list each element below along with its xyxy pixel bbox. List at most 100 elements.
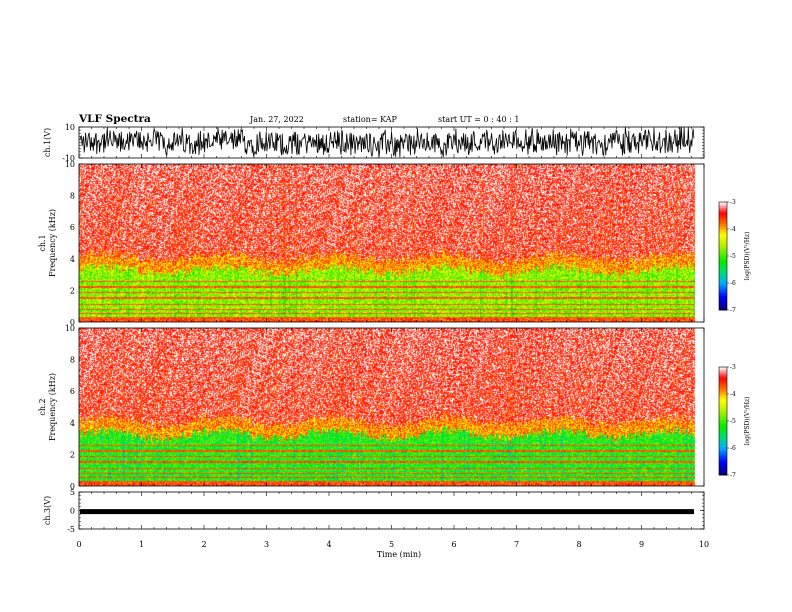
ch2-colorbar-swatch xyxy=(719,406,727,409)
ch1-spec-image xyxy=(79,164,704,322)
ch2-colorbar-swatch xyxy=(719,462,727,465)
ch2-colorbar-swatch xyxy=(719,426,727,429)
x-tick-label: 2 xyxy=(201,540,206,549)
ch1-waveform-line xyxy=(79,126,695,158)
ch2-colorbar-swatch xyxy=(719,415,727,418)
ch2-colorbar-swatch xyxy=(719,448,727,451)
ch2-colorbar-swatch xyxy=(719,428,727,431)
ch2-colorbar: -3 -4 -5 -6 -7 log(PSD)(V²/Hz) xyxy=(718,364,751,479)
ch1-colorbar-swatch xyxy=(719,203,727,207)
ch2-spec-ytick-label: 4 xyxy=(70,419,75,428)
ch1-colorbar-swatch xyxy=(719,248,727,252)
ch2-colorbar-tick-label: -3 xyxy=(730,364,736,371)
ch1-colorbar-swatch xyxy=(719,275,727,279)
ch1-colorbar-swatch xyxy=(719,220,727,223)
ch1-colorbar: -3 -4 -5 -6 -7 log(PSD)(V²/Hz) xyxy=(718,199,751,314)
ch1-colorbar-swatch xyxy=(719,292,727,295)
ch2-colorbar-swatch xyxy=(719,471,727,474)
ch1-colorbar-label: log(PSD)(V²/Hz) xyxy=(744,232,751,281)
ch2-colorbar-tick-label: -7 xyxy=(730,472,736,479)
ch1-colorbar-swatch xyxy=(719,234,727,237)
ch2-colorbar-swatch xyxy=(719,404,727,408)
ch1-colorbar-swatch xyxy=(719,211,727,214)
ch1-colorbar-swatch xyxy=(719,221,727,225)
ch1-colorbar-swatch xyxy=(719,272,727,275)
ch2-colorbar-swatch xyxy=(719,410,727,413)
ch2-colorbar-swatch xyxy=(719,424,727,427)
ch1-wave-ytick-label: -10 xyxy=(62,154,75,163)
x-tick-label: 1 xyxy=(139,540,144,549)
ch1-colorbar-swatch xyxy=(719,205,727,208)
ch1-colorbar-swatch xyxy=(719,257,727,261)
ch1-spec-ytick-label: 4 xyxy=(70,255,75,264)
ch2-colorbar-swatch xyxy=(719,419,727,422)
ch1-colorbar-swatch xyxy=(719,268,727,271)
ch2-colorbar-swatch xyxy=(719,453,727,456)
ch2-spec-ylabel: ch.2Frequency (kHz) xyxy=(38,373,57,441)
ch1-colorbar-swatch xyxy=(719,301,727,304)
ch1-colorbar-tick-label: -5 xyxy=(730,253,736,260)
ch1-colorbar-swatch xyxy=(719,306,727,309)
ch3-wave-ytick-label: 5 xyxy=(70,488,75,497)
ch1-colorbar-swatch xyxy=(719,308,727,311)
ch2-colorbar-swatch xyxy=(719,376,727,379)
ch1-colorbar-swatch xyxy=(719,239,727,243)
ch2-colorbar-swatch xyxy=(719,367,727,370)
x-tick-label: 9 xyxy=(639,540,644,549)
ch2-colorbar-swatch xyxy=(719,421,727,424)
ch1-colorbar-swatch xyxy=(719,212,727,216)
ch2-colorbar-swatch xyxy=(719,467,727,471)
figure-title: VLF Spectra xyxy=(78,113,151,125)
ch2-colorbar-swatch xyxy=(719,446,727,449)
x-tick-label: 8 xyxy=(576,540,581,549)
ch2-colorbar-swatch xyxy=(719,381,727,384)
ch2-colorbar-swatch xyxy=(719,385,727,388)
ch1-colorbar-swatch xyxy=(719,277,727,280)
ch2-spectrogram-panel: 0 2 4 6 8 10 ch.2Frequency (kHz) xyxy=(38,324,705,491)
ch2-colorbar-swatch xyxy=(719,440,727,444)
ch2-colorbar-swatch xyxy=(719,413,727,417)
ch2-spec-ytick-label: 6 xyxy=(70,387,75,396)
ch2-colorbar-swatch xyxy=(719,455,727,458)
ch1-colorbar-swatch xyxy=(719,229,727,232)
ch1-colorbar-swatch xyxy=(719,241,727,244)
ch1-colorbar-swatch xyxy=(719,247,727,250)
ch1-colorbar-swatch xyxy=(719,270,727,273)
ch3-waveform-band xyxy=(80,509,694,515)
ch2-colorbar-swatch xyxy=(719,386,727,390)
ch2-colorbar-swatch xyxy=(719,399,727,402)
ch1-wave-ylabel: ch.1(V) xyxy=(43,128,52,157)
ch2-colorbar-swatch xyxy=(719,394,727,397)
ch1-colorbar-swatch xyxy=(719,274,727,277)
ch2-spec-canvas xyxy=(79,328,704,486)
ch2-colorbar-label: log(PSD)(V²/Hz) xyxy=(744,397,751,446)
ch1-colorbar-swatch xyxy=(719,288,727,291)
ch2-colorbar-swatch xyxy=(719,417,727,420)
ch1-colorbar-swatch xyxy=(719,230,727,234)
ch2-colorbar-swatch xyxy=(719,422,727,426)
ch2-colorbar-swatch xyxy=(719,377,727,381)
ch2-colorbar-swatch xyxy=(719,383,727,386)
ch1-colorbar-swatch xyxy=(719,290,727,293)
ch1-colorbar-swatch xyxy=(719,299,727,302)
ch1-colorbar-tick-label: -4 xyxy=(730,226,736,233)
ch2-colorbar-swatch xyxy=(719,392,727,395)
x-tick-label: 5 xyxy=(389,540,394,549)
ch1-colorbar-swatch xyxy=(719,207,727,210)
ch1-colorbar-swatch xyxy=(719,254,727,257)
ch2-colorbar-swatch xyxy=(719,466,727,469)
ch1-colorbar-swatch xyxy=(719,218,727,221)
ch2-spec-ytick-label: 2 xyxy=(70,450,75,459)
ch2-colorbar-swatch xyxy=(719,431,727,435)
ch1-waveform-panel: 10 -10 ch.1(V) xyxy=(43,123,705,163)
ch1-colorbar-tick-label: -3 xyxy=(730,199,736,206)
ch2-colorbar-swatch xyxy=(719,390,727,393)
ch1-colorbar-swatch xyxy=(719,252,727,255)
ch1-colorbar-swatch xyxy=(719,256,727,259)
ch1-colorbar-swatch xyxy=(719,266,727,270)
ch1-colorbar-swatch xyxy=(719,250,727,253)
ch1-colorbar-swatch xyxy=(719,216,727,219)
ch2-colorbar-swatch xyxy=(719,469,727,472)
ch1-colorbar-swatch xyxy=(719,261,727,264)
ch2-colorbar-swatch xyxy=(719,401,727,404)
